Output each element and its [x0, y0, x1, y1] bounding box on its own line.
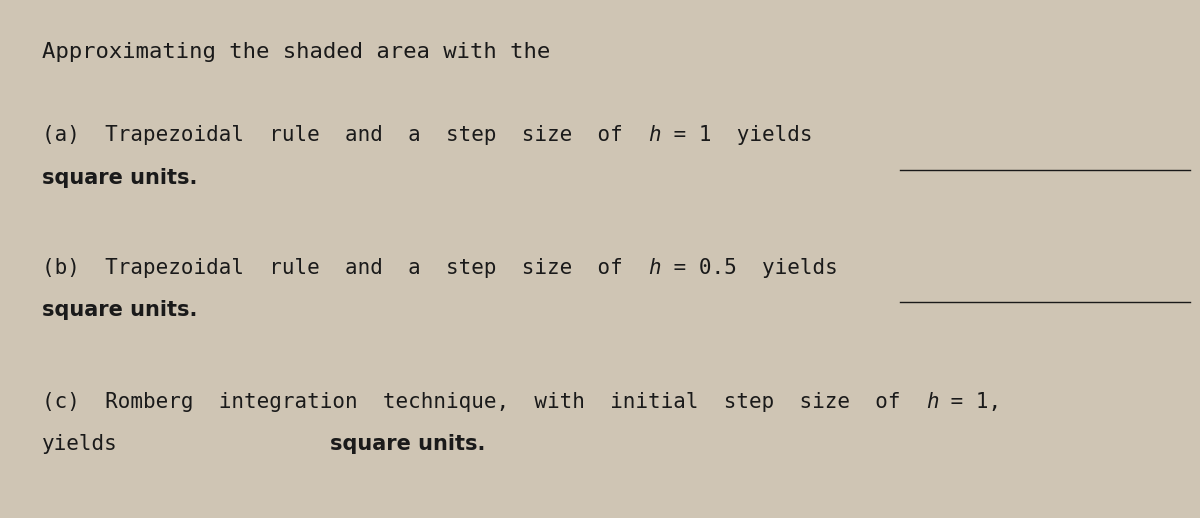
Text: square units.: square units. [330, 434, 485, 454]
Text: (a)  Trapezoidal  rule  and  a  step  size  of: (a) Trapezoidal rule and a step size of [42, 125, 648, 145]
Text: = 1,: = 1, [938, 392, 1002, 412]
Text: square units.: square units. [42, 168, 197, 188]
Text: = 0.5  yields: = 0.5 yields [661, 258, 838, 278]
Text: yields: yields [42, 434, 118, 454]
Text: h: h [925, 392, 938, 412]
Text: (b)  Trapezoidal  rule  and  a  step  size  of: (b) Trapezoidal rule and a step size of [42, 258, 648, 278]
Text: square units.: square units. [42, 300, 197, 320]
Text: h: h [648, 125, 661, 145]
Text: (c)  Romberg  integration  technique,  with  initial  step  size  of: (c) Romberg integration technique, with … [42, 392, 925, 412]
Text: h: h [648, 258, 661, 278]
Text: = 1  yields: = 1 yields [661, 125, 812, 145]
Text: Approximating the shaded area with the: Approximating the shaded area with the [42, 42, 551, 62]
